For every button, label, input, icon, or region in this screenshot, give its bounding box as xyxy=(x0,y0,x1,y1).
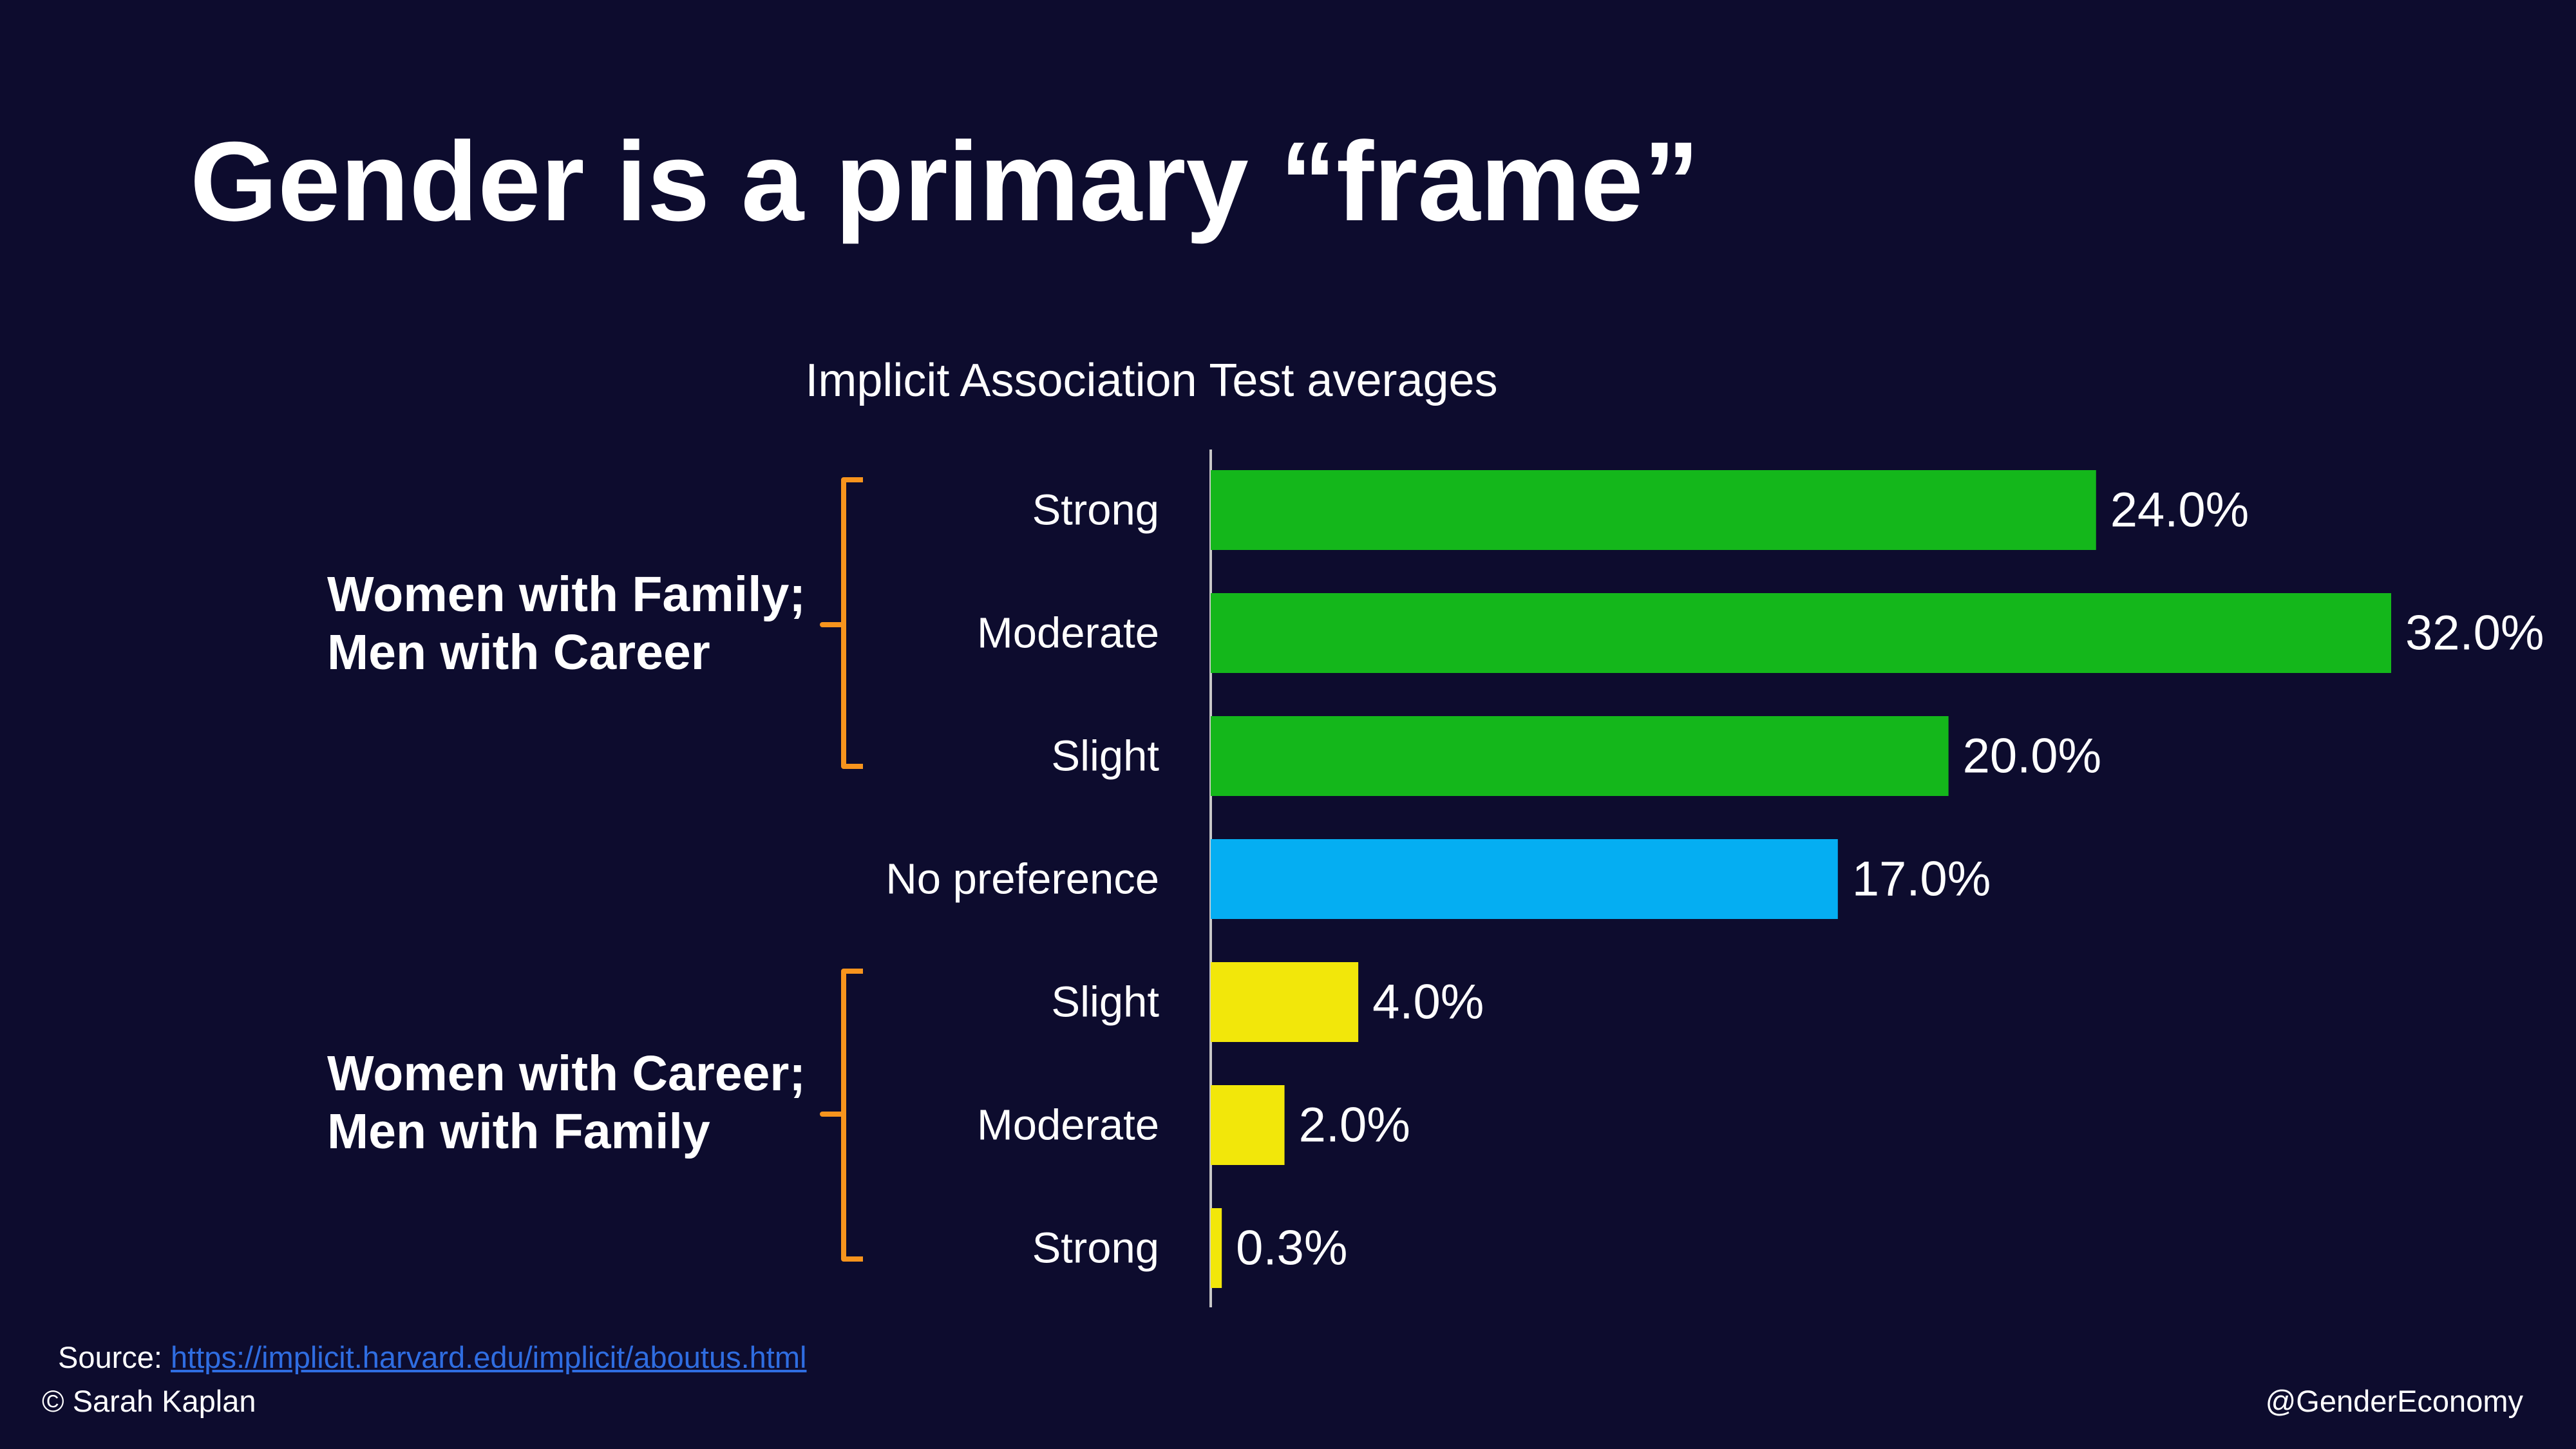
bracket-career-family xyxy=(820,969,863,1262)
bracket-family-career xyxy=(820,477,863,769)
twitter-handle: @GenderEconomy xyxy=(2265,1384,2523,1418)
bar-6 xyxy=(1211,1208,1222,1288)
chart-title: Implicit Association Test averages xyxy=(805,355,1497,406)
bar-2 xyxy=(1211,716,1949,796)
bar-3 xyxy=(1211,839,1838,919)
data-label-1: 32.0% xyxy=(2405,606,2544,661)
group-label-family-career: Women with Family; Men with Career xyxy=(327,565,806,681)
source-prefix: Source: xyxy=(58,1340,171,1374)
bars-layer: Strong 24.0% Moderate 32.0% Slight 20.0% No pr… xyxy=(886,470,2544,1288)
data-label-2: 20.0% xyxy=(1963,729,2102,784)
bar-5 xyxy=(1211,1085,1285,1165)
category-label-6: Strong xyxy=(1032,1224,1159,1273)
source-line: Source: https://implicit.harvard.edu/imp… xyxy=(58,1340,806,1375)
bar-0 xyxy=(1211,470,2096,550)
data-label-6: 0.3% xyxy=(1236,1221,1347,1276)
data-label-0: 24.0% xyxy=(2110,483,2249,538)
group-label-family-career-line1: Women with Family; xyxy=(327,567,806,622)
source-link[interactable]: https://implicit.harvard.edu/implicit/ab… xyxy=(171,1340,807,1374)
slide-title: Gender is a primary “frame” xyxy=(190,119,1700,245)
group-label-career-family-line2: Men with Family xyxy=(327,1104,710,1159)
data-label-5: 2.0% xyxy=(1299,1098,1410,1153)
bar-4 xyxy=(1211,962,1359,1042)
category-label-4: Slight xyxy=(1051,978,1159,1027)
copyright: © Sarah Kaplan xyxy=(42,1384,256,1418)
data-label-3: 17.0% xyxy=(1852,852,1991,907)
data-label-4: 4.0% xyxy=(1372,975,1484,1030)
category-label-5: Moderate xyxy=(977,1101,1159,1150)
category-label-0: Strong xyxy=(1032,486,1159,535)
category-label-2: Slight xyxy=(1051,732,1159,781)
group-label-career-family-line1: Women with Career; xyxy=(327,1046,806,1101)
group-label-family-career-line2: Men with Career xyxy=(327,625,710,680)
group-label-career-family: Women with Career; Men with Family xyxy=(327,1045,806,1160)
bar-1 xyxy=(1211,593,2391,673)
category-label-3: No preference xyxy=(886,855,1159,904)
category-label-1: Moderate xyxy=(977,609,1159,658)
